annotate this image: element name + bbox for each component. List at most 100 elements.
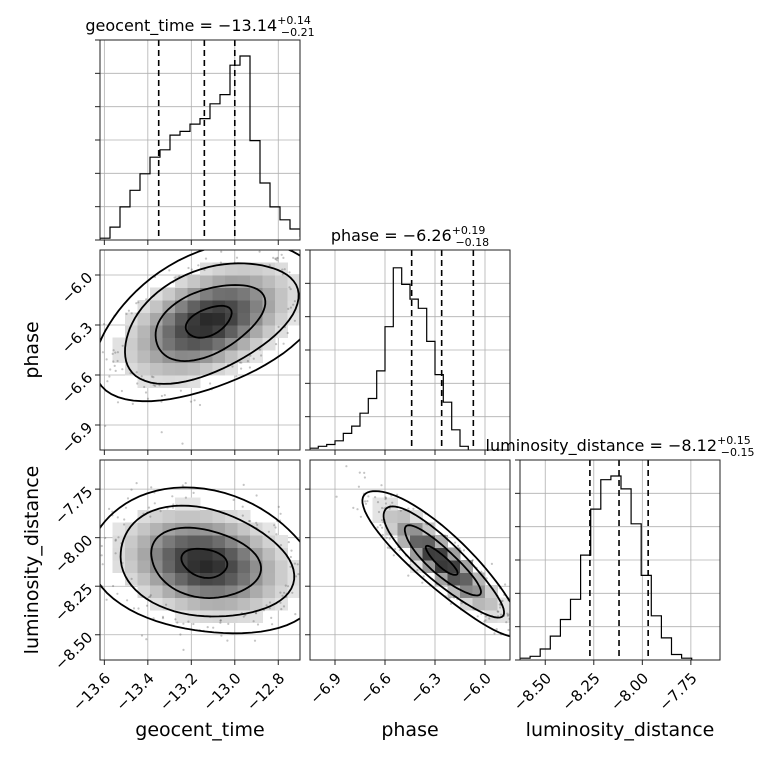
scatter-point bbox=[227, 622, 230, 626]
density-bin bbox=[125, 337, 138, 351]
scatter-point bbox=[149, 595, 152, 598]
scatter-point bbox=[527, 641, 529, 643]
density-bin bbox=[212, 597, 226, 611]
xtick-label-phase-0: −6.9 bbox=[306, 669, 344, 707]
density-bin bbox=[187, 300, 201, 313]
scatter-point bbox=[152, 376, 155, 379]
xaxis-label-luminosity_distance: luminosity_distance bbox=[526, 719, 715, 741]
scatter-point bbox=[140, 634, 144, 637]
scatter-point bbox=[312, 573, 314, 575]
ytick-label-luminosity_distance-0: −8.50 bbox=[51, 628, 96, 673]
scatter-point bbox=[407, 507, 410, 510]
density-bin bbox=[187, 522, 201, 536]
scatter-point bbox=[104, 536, 107, 540]
density-bin bbox=[250, 535, 263, 548]
density-bin bbox=[485, 585, 498, 598]
scatter-point bbox=[323, 543, 325, 545]
scatter-point bbox=[253, 639, 257, 642]
scatter-point bbox=[416, 569, 419, 572]
scatter-point bbox=[488, 617, 491, 620]
density-bin bbox=[137, 572, 151, 586]
scatter-point bbox=[179, 633, 182, 636]
scatter-point bbox=[267, 530, 270, 533]
scatter-point bbox=[161, 615, 165, 619]
density-bin bbox=[212, 560, 226, 573]
scatter-point bbox=[501, 599, 504, 602]
density-bin bbox=[162, 287, 176, 301]
xtick-label-luminosity_distance-1: −8.25 bbox=[558, 669, 603, 714]
density-bin bbox=[125, 560, 138, 573]
scatter-point bbox=[106, 380, 109, 383]
density-bin bbox=[250, 585, 263, 598]
density-bin bbox=[275, 300, 288, 313]
density-bin bbox=[187, 337, 201, 351]
density-bin bbox=[200, 597, 213, 611]
scatter-point bbox=[242, 615, 245, 618]
diag-panel-luminosity_distance: luminosity_distance = −8.12+0.15 −0.15 bbox=[486, 434, 754, 665]
scatter-point bbox=[198, 403, 202, 407]
scatter-point bbox=[457, 544, 460, 547]
density-bin bbox=[262, 572, 276, 586]
scatter-point bbox=[391, 501, 394, 504]
density-bin bbox=[187, 597, 201, 611]
scatter-point bbox=[277, 325, 280, 328]
density-bins bbox=[112, 497, 300, 623]
density-bin bbox=[200, 572, 213, 586]
scatter-point bbox=[282, 256, 285, 259]
density-bin bbox=[112, 350, 126, 363]
scatter-point bbox=[219, 261, 222, 264]
scatter-point bbox=[131, 402, 134, 405]
scatter-point bbox=[83, 564, 85, 566]
scatter-point bbox=[282, 342, 285, 345]
scatter-point bbox=[476, 615, 479, 618]
density-bin bbox=[200, 535, 213, 548]
scatter-point bbox=[303, 552, 305, 554]
scatter-point bbox=[511, 614, 513, 616]
density-bin bbox=[250, 312, 263, 326]
xaxis-label-geocent_time: geocent_time bbox=[135, 719, 264, 741]
density-bin bbox=[262, 535, 276, 548]
density-bin bbox=[200, 325, 213, 338]
scatter-point bbox=[301, 242, 303, 244]
scatter-point bbox=[359, 515, 362, 518]
scatter-points bbox=[101, 242, 307, 445]
density-bin bbox=[175, 522, 188, 536]
density-bin bbox=[187, 510, 201, 523]
scatter-point bbox=[305, 308, 307, 310]
scatter-point bbox=[174, 618, 177, 621]
density-bin bbox=[237, 337, 251, 351]
scatter-point bbox=[376, 501, 380, 504]
scatter-point bbox=[147, 506, 151, 509]
histogram-phase bbox=[310, 267, 469, 450]
title-main-geocent_time: geocent_time = −13.14 bbox=[85, 16, 277, 36]
scatter-point bbox=[287, 307, 290, 310]
scatter-point bbox=[206, 626, 209, 629]
density-bin bbox=[250, 275, 263, 288]
scatter-point bbox=[249, 242, 251, 244]
scatter-point bbox=[496, 610, 499, 613]
scatter-point bbox=[145, 298, 148, 301]
density-bin bbox=[187, 275, 201, 288]
contour-level-1 bbox=[403, 524, 482, 597]
density-bin bbox=[162, 362, 176, 376]
scatter-point bbox=[381, 533, 384, 537]
scatter-point bbox=[287, 541, 290, 544]
yaxis-label-luminosity_distance: luminosity_distance bbox=[21, 466, 43, 655]
diag-content-geocent_time bbox=[100, 40, 300, 240]
scatter-point bbox=[286, 331, 289, 335]
scatter-point bbox=[116, 516, 119, 519]
scatter-point bbox=[219, 619, 222, 622]
frame-joint bbox=[99, 249, 301, 451]
density-bin bbox=[262, 325, 276, 338]
scatter-point bbox=[274, 258, 277, 261]
density-bin bbox=[112, 337, 126, 351]
density-bin bbox=[137, 312, 151, 326]
scatter-point bbox=[384, 497, 387, 500]
scatter-point bbox=[283, 591, 286, 594]
scatter-point bbox=[220, 250, 223, 253]
scatter-point bbox=[209, 382, 212, 385]
density-bin bbox=[225, 547, 238, 561]
scatter-point bbox=[277, 505, 280, 508]
scatter-point bbox=[172, 503, 175, 506]
scatter-point bbox=[176, 621, 179, 624]
